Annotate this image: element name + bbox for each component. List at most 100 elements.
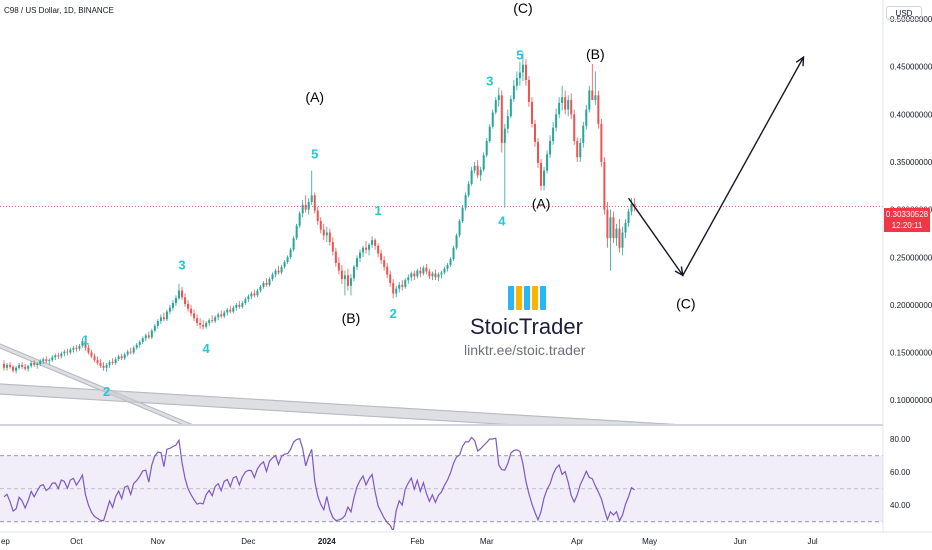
candle-body: [467, 183, 470, 196]
candle-body: [150, 330, 153, 338]
currency-button[interactable]: USD: [886, 6, 922, 20]
candle-body: [9, 364, 12, 367]
main-pane[interactable]: 1 2 3 4 5 (A) (B) 1 2 3 4 5 (C) (A) (B) (C): [0, 0, 883, 436]
candle-body: [380, 253, 383, 261]
time-axis[interactable]: ep Oct Nov Dec 2024 Feb Mar Apr May Jun Jul: [1, 537, 818, 546]
candle-body: [196, 318, 199, 324]
candle-body: [464, 195, 467, 208]
time-tick-label: Dec: [241, 537, 255, 546]
candle-body: [479, 169, 482, 176]
channel-fill: [0, 384, 667, 424]
candle-body: [99, 363, 102, 366]
candle-body: [337, 262, 340, 271]
candle-body: [84, 341, 87, 348]
candle-body: [482, 155, 485, 170]
logo-bar: [524, 286, 530, 310]
logo-bar: [532, 286, 538, 310]
candle-body: [30, 363, 33, 366]
candle-body: [518, 72, 521, 79]
candle-body: [310, 195, 313, 202]
candle-body: [238, 304, 241, 307]
last-price-badge: 0.30330528 12:20:11: [884, 208, 930, 232]
candle-body: [368, 244, 371, 250]
candle-body: [21, 364, 24, 367]
candle-body: [524, 64, 527, 81]
candles: [3, 52, 636, 374]
candle-body: [190, 308, 193, 314]
candle-body: [265, 282, 268, 285]
candle-body: [325, 232, 328, 236]
arrowhead-down: [674, 266, 684, 277]
candle-body: [232, 307, 235, 312]
candle-body: [570, 100, 573, 115]
candle-body: [567, 100, 570, 110]
candle-body: [446, 264, 449, 269]
candle-body: [202, 324, 205, 327]
price-tick-label: 0.35000000: [890, 158, 932, 167]
candle-body: [458, 221, 461, 236]
wave-label: 5: [311, 147, 318, 162]
rsi-line: [3, 436, 635, 530]
candle-body: [428, 271, 431, 277]
candle-body: [503, 128, 506, 143]
candle-body: [223, 312, 226, 317]
candle-body: [434, 273, 437, 278]
candle-body: [633, 203, 636, 207]
candle-body: [129, 351, 132, 353]
candle-body: [579, 142, 582, 158]
candle-body: [51, 357, 54, 361]
wave-label: 3: [486, 73, 493, 88]
time-tick-label: 2024: [318, 537, 336, 546]
candle-body: [123, 354, 126, 359]
candle-body: [585, 109, 588, 126]
candle-body: [174, 298, 177, 303]
candle-body: [168, 307, 171, 312]
candle-body: [591, 90, 594, 101]
candle-body: [488, 126, 491, 142]
candle-body: [111, 362, 114, 364]
wave-label: 3: [178, 257, 185, 272]
candle-body: [609, 217, 612, 239]
candle-body: [612, 217, 615, 239]
candle-body: [3, 363, 5, 368]
candle-body: [187, 303, 190, 309]
candle-body: [359, 252, 362, 259]
candle-body: [141, 338, 144, 343]
candle-body: [431, 273, 434, 277]
candle-body: [374, 240, 377, 246]
candle-body: [549, 141, 552, 155]
stoictrader-logo: [508, 286, 546, 310]
channel-fill: [0, 344, 191, 424]
candle-body: [45, 359, 48, 362]
candle-body: [594, 95, 597, 101]
candle-body: [72, 347, 75, 350]
candle-body: [277, 270, 280, 273]
candle-body: [117, 356, 120, 360]
wave-label: (C): [513, 0, 532, 16]
candle-body: [410, 273, 413, 278]
watermark-link[interactable]: linktr.ee/stoic.trader: [464, 342, 586, 358]
candle-body: [461, 207, 464, 222]
candle-body: [90, 352, 93, 357]
candle-body: [497, 95, 500, 101]
rsi-axis[interactable]: 80.00 60.00 40.00: [890, 435, 911, 510]
candle-body: [561, 97, 564, 103]
candle-body: [630, 203, 633, 212]
time-tick-label: ep: [1, 537, 10, 546]
rsi-tick-label: 60.00: [890, 468, 911, 477]
candle-body: [328, 232, 331, 243]
rsi-pane[interactable]: [0, 436, 883, 531]
candle-body: [205, 323, 208, 327]
candle-body: [235, 304, 238, 308]
rsi-band: [0, 455, 883, 523]
candle-body: [75, 347, 78, 349]
candle-body: [401, 284, 404, 287]
candle-body: [304, 204, 307, 210]
wave-label: 1: [82, 333, 89, 348]
wave-label: (B): [342, 310, 361, 326]
wave-label: 2: [103, 384, 110, 399]
candle-body: [506, 116, 509, 129]
candle-body: [413, 273, 416, 277]
candle-body: [452, 247, 455, 260]
candle-body: [259, 286, 262, 291]
